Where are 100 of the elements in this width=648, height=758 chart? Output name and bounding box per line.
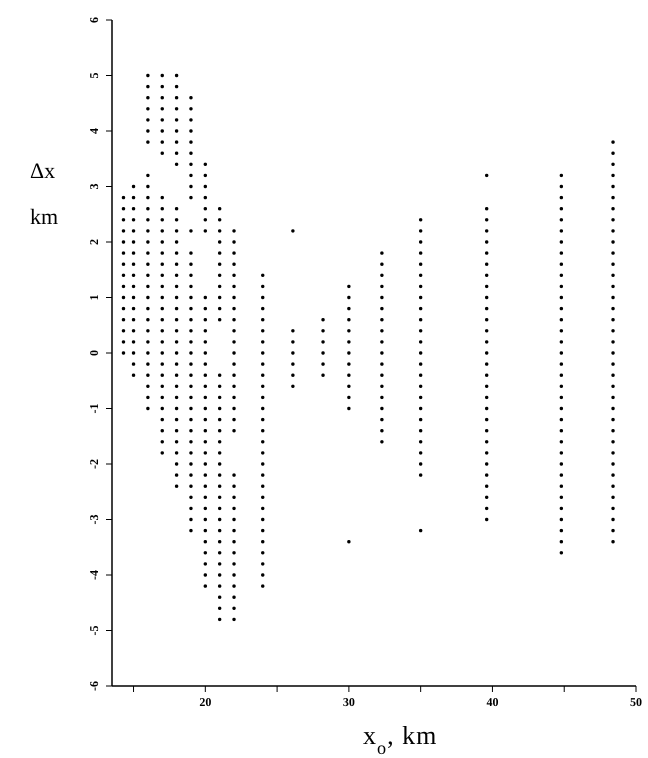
point [232,396,236,400]
point [232,562,236,566]
point [560,473,564,477]
point [204,384,208,388]
point [204,406,208,410]
point [122,207,126,210]
point [560,496,564,499]
point [160,296,164,300]
point [160,418,164,422]
point [560,351,564,355]
point [204,296,208,300]
point [122,306,126,310]
point [174,473,178,477]
point [174,162,178,166]
point [218,496,222,499]
point [160,440,164,444]
point [189,262,193,266]
point [204,374,208,377]
point [122,251,126,255]
point [560,207,564,210]
point [484,384,488,388]
point [189,129,193,133]
point [418,528,422,532]
point [146,196,150,200]
point [218,251,222,255]
point [160,318,164,322]
point [261,384,264,388]
point [132,274,136,277]
point [174,140,178,144]
point [122,351,126,355]
point [232,518,236,522]
point [261,329,264,332]
point [560,251,564,255]
point [218,596,222,599]
point [204,551,208,554]
point [174,107,178,110]
point [204,462,208,466]
point [146,184,150,188]
point [174,229,178,233]
point [380,396,384,400]
point [261,473,264,477]
point [132,362,136,366]
point [160,340,164,344]
x-tick-label: 50 [630,695,642,709]
point [560,196,564,200]
point [484,218,488,222]
y-tick-label: -6 [87,681,101,691]
point [560,484,564,488]
point [218,606,222,610]
point [232,374,236,377]
point [232,340,236,344]
point [189,506,193,510]
point [132,318,136,322]
point [291,384,295,388]
point [291,374,295,377]
point [122,274,126,277]
point [611,506,615,510]
point [418,374,422,377]
point [204,218,208,222]
y-tick-label: -2 [87,459,101,469]
point [261,584,264,588]
point [611,362,615,366]
point [418,274,422,277]
point [160,218,164,222]
point [189,518,193,522]
point [189,118,193,122]
point [189,429,193,432]
point [560,240,564,244]
point [189,318,193,322]
point [189,374,193,377]
point [560,174,564,178]
point [146,84,150,88]
point [160,306,164,310]
point [218,262,222,266]
point [160,384,164,388]
point [560,362,564,366]
point [611,406,615,410]
point [261,573,264,577]
point [204,351,208,355]
point [160,396,164,400]
point [160,118,164,122]
point [146,329,150,332]
point [611,152,615,155]
point [418,396,422,400]
point [611,184,615,188]
point [380,374,384,377]
point [132,229,136,233]
point [204,162,208,166]
point [204,396,208,400]
point [204,484,208,488]
point [189,296,193,300]
point [347,396,351,400]
point [174,351,178,355]
point [218,551,222,554]
point [560,451,564,455]
point [132,207,136,210]
point [611,462,615,466]
point [160,406,164,410]
y-tick-label: 5 [87,72,101,78]
point [189,418,193,422]
